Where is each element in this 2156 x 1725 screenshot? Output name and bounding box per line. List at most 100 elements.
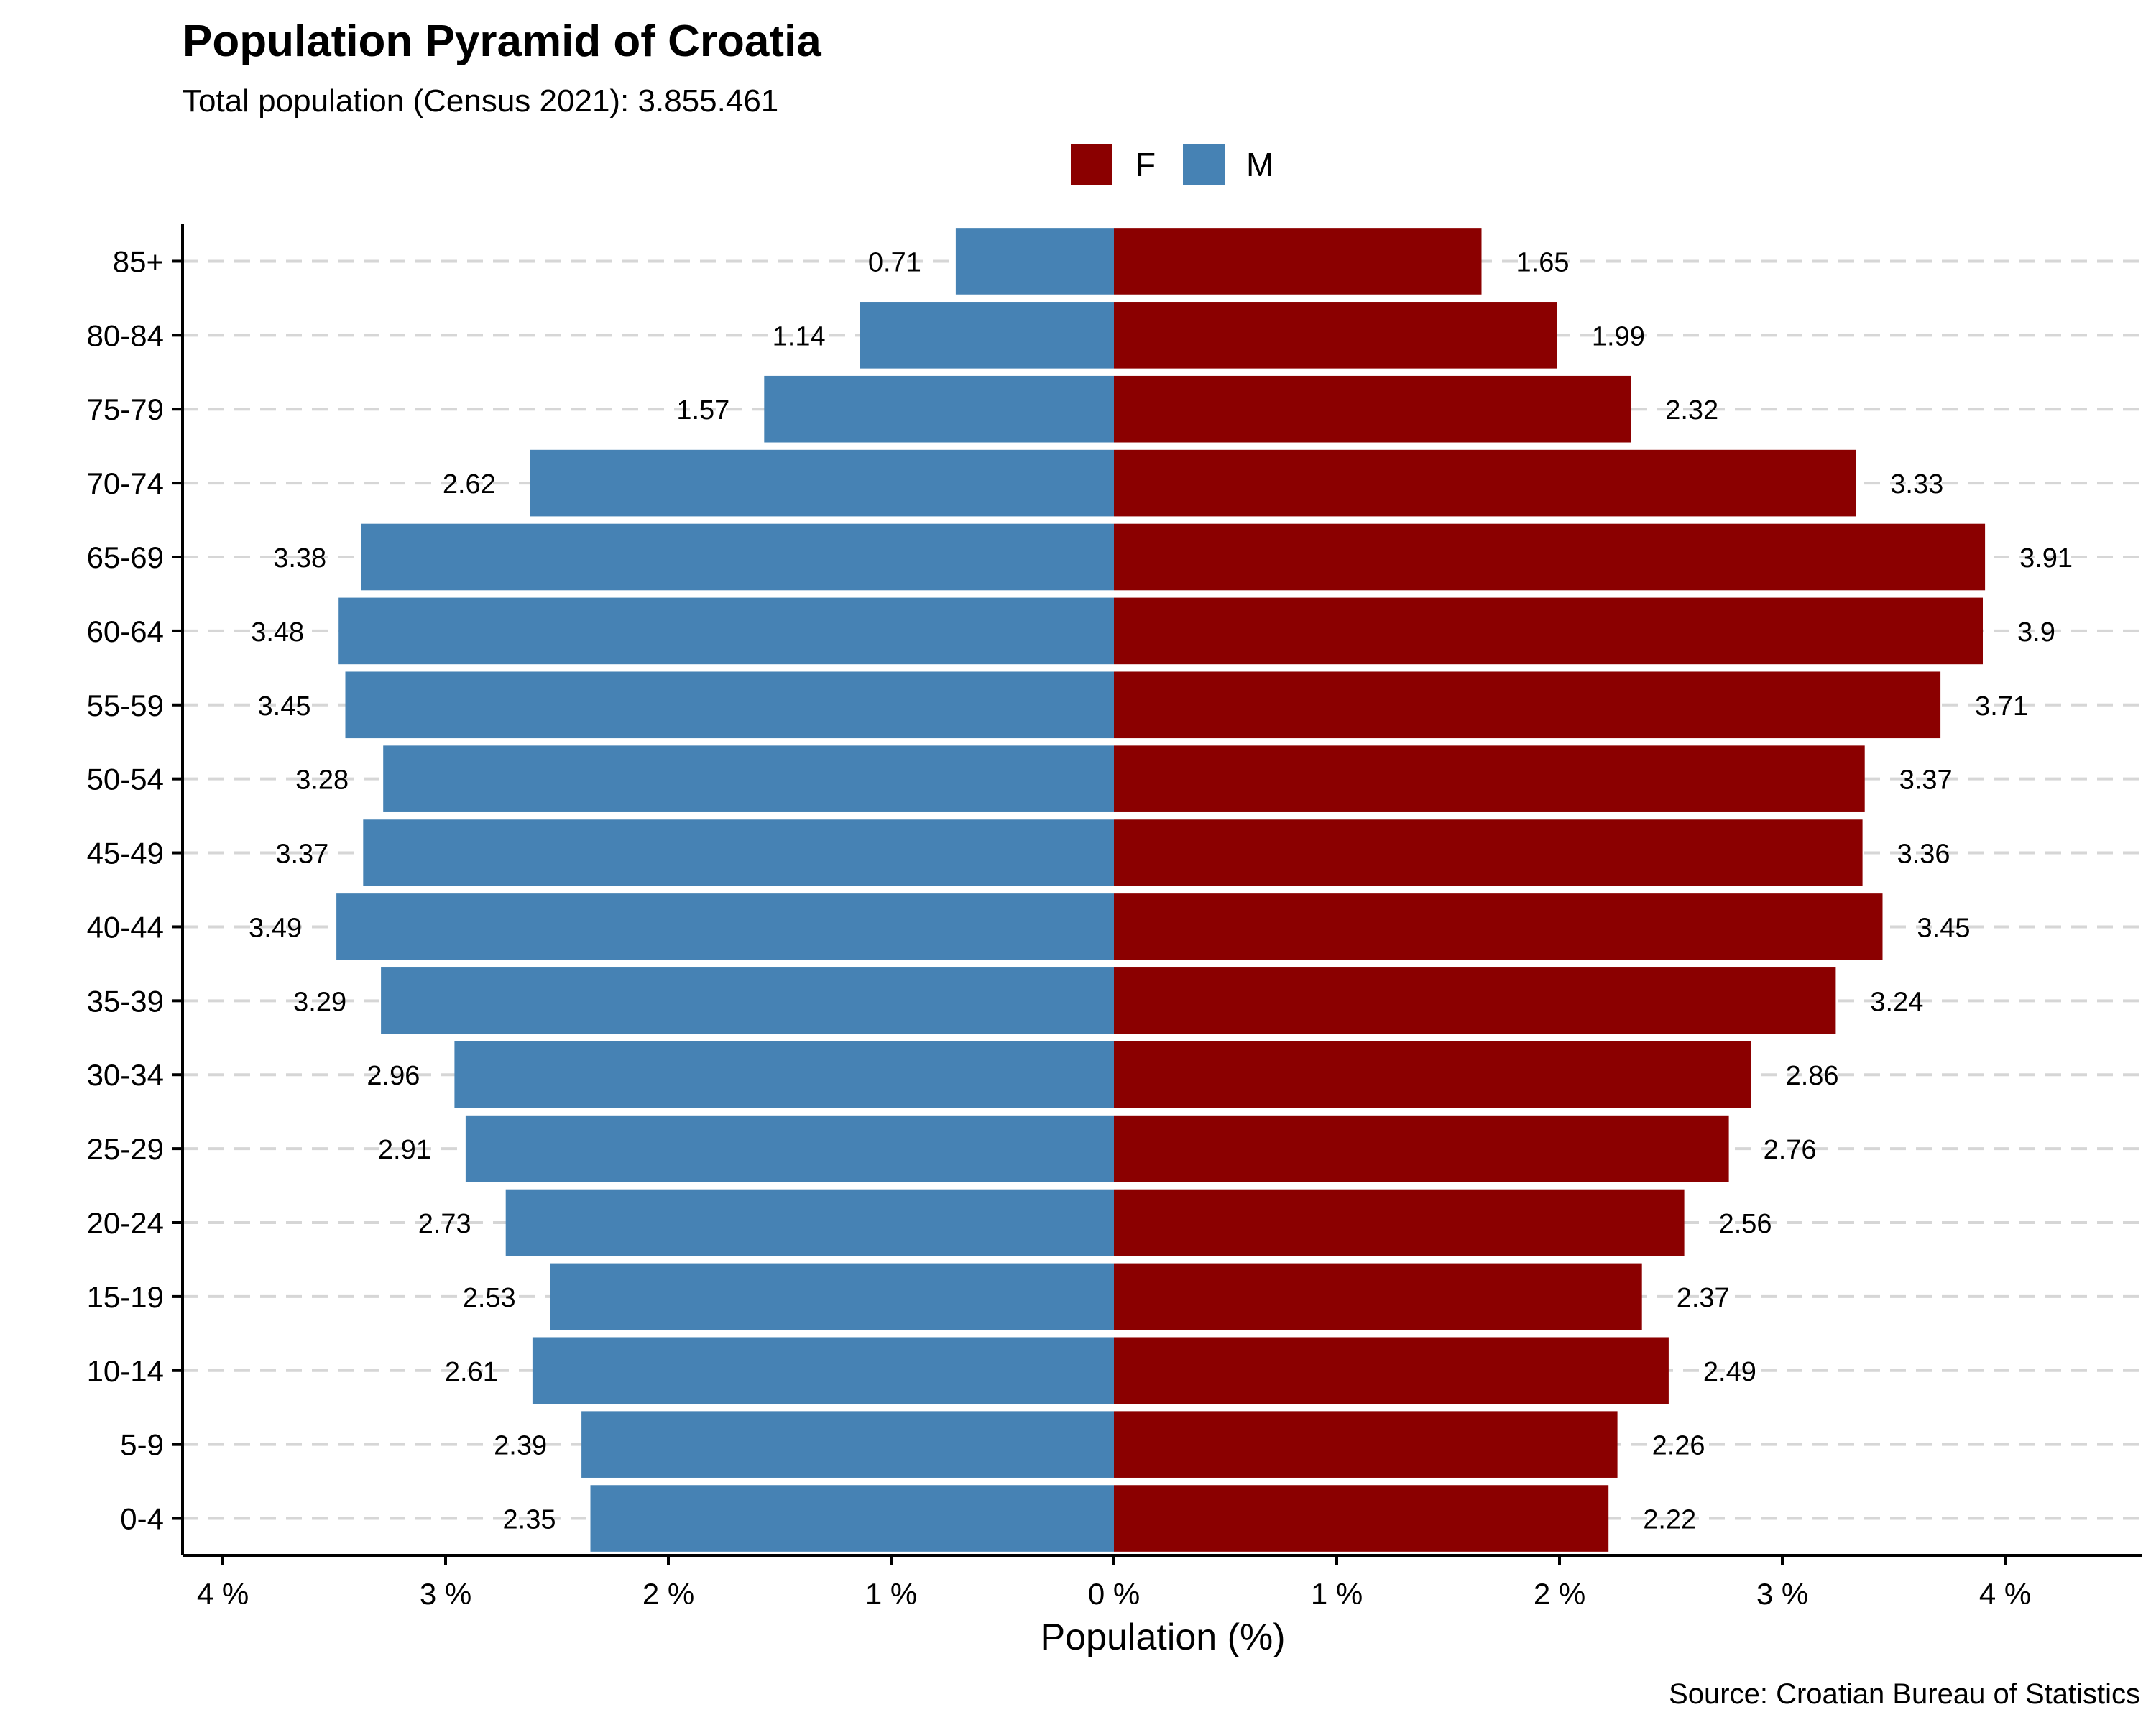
data-label-female-70-74: 3.33: [1890, 469, 1943, 500]
legend-swatch-female: [1071, 144, 1112, 185]
bar-male-40-44: [336, 893, 1115, 960]
bar-female-55-59: [1114, 671, 1941, 739]
x-axis-title: Population (%): [1040, 1616, 1285, 1658]
data-label-male-65-69: 3.38: [273, 543, 326, 574]
y-tick-label-55-59: 55-59: [87, 689, 164, 722]
data-label-male-35-39: 3.29: [293, 987, 346, 1017]
bar-female-25-29: [1114, 1115, 1729, 1182]
x-tick-label: 0 %: [1088, 1577, 1140, 1611]
bar-female-15-19: [1114, 1263, 1642, 1330]
bar-male-0-4: [590, 1485, 1114, 1552]
legend-label-female: F: [1135, 146, 1156, 183]
y-tick-label-5-9: 5-9: [120, 1428, 164, 1462]
x-tick-label: 3 %: [1756, 1577, 1808, 1611]
bar-female-60-64: [1114, 597, 1983, 665]
bar-male-15-19: [550, 1263, 1114, 1330]
data-label-female-20-24: 2.56: [1719, 1209, 1772, 1239]
data-label-female-45-49: 3.36: [1897, 840, 1950, 870]
x-tick-label: 3 %: [420, 1577, 471, 1611]
bar-male-45-49: [363, 819, 1114, 886]
y-tick-label-45-49: 45-49: [87, 837, 164, 870]
legend-swatch-male: [1183, 144, 1225, 185]
y-tick-label-70-74: 70-74: [87, 466, 164, 500]
bar-male-75-79: [764, 375, 1114, 443]
data-label-female-60-64: 3.9: [2017, 617, 2055, 648]
y-tick-label-80-84: 80-84: [87, 318, 164, 352]
bar-female-10-14: [1114, 1337, 1669, 1404]
data-label-female-85+: 1.65: [1516, 247, 1570, 277]
data-label-female-40-44: 3.45: [1917, 913, 1971, 943]
bar-female-70-74: [1114, 449, 1856, 517]
bar-female-45-49: [1114, 819, 1863, 886]
data-label-female-55-59: 3.71: [1975, 691, 2028, 722]
bar-male-50-54: [383, 745, 1114, 812]
bar-male-85+: [955, 228, 1114, 295]
chart-subtitle: Total population (Census 2021): 3.855.46…: [183, 83, 778, 119]
bar-female-40-44: [1114, 893, 1883, 960]
bar-female-85+: [1114, 228, 1482, 295]
data-label-male-0-4: 2.35: [503, 1505, 556, 1535]
data-label-female-0-4: 2.22: [1643, 1505, 1696, 1535]
bar-female-30-34: [1114, 1041, 1751, 1108]
data-label-male-10-14: 2.61: [445, 1357, 498, 1387]
bar-female-50-54: [1114, 745, 1865, 812]
y-tick-label-65-69: 65-69: [87, 540, 164, 574]
x-tick-label: 4 %: [197, 1577, 249, 1611]
data-labels: 2.35 2.22 2.39 2.26 2.61 2.49 2.53 2.37 2.73 2.56…: [249, 247, 2073, 1535]
x-tick-label: 2 %: [1534, 1577, 1585, 1611]
data-label-male-60-64: 3.48: [251, 617, 304, 648]
y-tick-label-85+: 85+: [113, 244, 164, 278]
bar-male-10-14: [532, 1337, 1114, 1404]
x-tick-label: 1 %: [1311, 1577, 1363, 1611]
data-label-male-5-9: 2.39: [494, 1431, 547, 1461]
y-tick-label-50-54: 50-54: [87, 763, 164, 796]
y-tick-label-40-44: 40-44: [87, 910, 164, 944]
data-label-male-25-29: 2.91: [378, 1135, 431, 1165]
bar-male-30-34: [454, 1041, 1114, 1108]
data-label-female-50-54: 3.37: [1899, 765, 1953, 796]
bar-female-75-79: [1114, 375, 1631, 443]
data-label-male-80-84: 1.14: [773, 321, 826, 351]
bar-male-80-84: [860, 302, 1114, 369]
bar-male-35-39: [381, 967, 1114, 1034]
legend-label-male: M: [1246, 146, 1273, 183]
bar-male-70-74: [530, 449, 1114, 517]
y-tick-label-15-19: 15-19: [87, 1280, 164, 1314]
data-label-male-45-49: 3.37: [275, 840, 328, 870]
y-tick-label-30-34: 30-34: [87, 1058, 164, 1092]
data-label-female-25-29: 2.76: [1764, 1135, 1817, 1165]
y-tick-label-20-24: 20-24: [87, 1206, 164, 1240]
data-label-female-5-9: 2.26: [1652, 1431, 1705, 1461]
bar-female-5-9: [1114, 1411, 1618, 1478]
data-label-male-75-79: 1.57: [676, 395, 729, 426]
data-label-female-80-84: 1.99: [1592, 321, 1645, 351]
bar-male-20-24: [505, 1189, 1114, 1256]
data-label-male-40-44: 3.49: [249, 913, 302, 943]
data-label-female-75-79: 2.32: [1665, 395, 1718, 426]
y-tick-label-75-79: 75-79: [87, 392, 164, 426]
bar-male-25-29: [465, 1115, 1114, 1182]
data-label-male-20-24: 2.73: [418, 1209, 471, 1239]
y-tick-label-25-29: 25-29: [87, 1132, 164, 1166]
x-tick-label: 2 %: [642, 1577, 694, 1611]
y-tick-label-35-39: 35-39: [87, 984, 164, 1018]
bar-female-0-4: [1114, 1485, 1609, 1552]
bar-male-5-9: [581, 1411, 1114, 1478]
bar-male-60-64: [338, 597, 1115, 665]
axes: 0-4 5-9 10-14 15-19 20-24 25-29 30-34 35-39 40-4…: [87, 224, 2142, 1611]
data-label-female-30-34: 2.86: [1786, 1061, 1839, 1091]
bar-female-35-39: [1114, 967, 1836, 1034]
data-label-male-50-54: 3.28: [295, 765, 349, 796]
data-label-male-70-74: 2.62: [443, 469, 496, 500]
data-label-female-10-14: 2.49: [1703, 1357, 1756, 1387]
data-label-male-55-59: 3.45: [258, 691, 311, 722]
bar-female-65-69: [1114, 523, 1986, 591]
y-tick-label-10-14: 10-14: [87, 1354, 164, 1388]
data-label-male-85+: 0.71: [868, 247, 921, 277]
data-label-female-65-69: 3.91: [2019, 543, 2073, 574]
bar-male-55-59: [345, 671, 1114, 739]
chart-title: Population Pyramid of Croatia: [183, 17, 821, 66]
data-label-female-35-39: 3.24: [1870, 987, 1923, 1017]
